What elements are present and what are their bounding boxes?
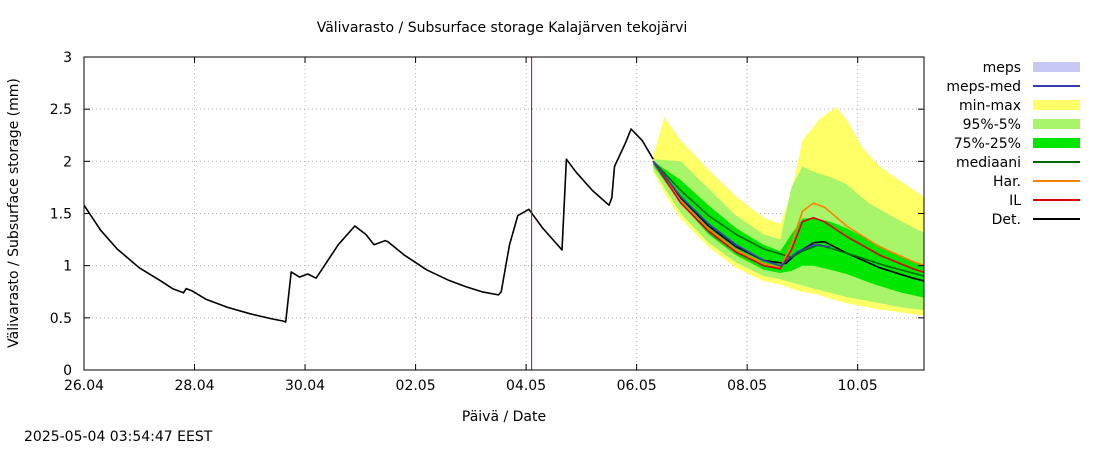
axis-ticks: 26.04 28.04 30.04 02.05 04.05 06.05 08.05 10.05… — [50, 50, 924, 394]
y-tick-label: 2 — [63, 154, 72, 170]
legend-label: meps-med — [946, 79, 1021, 95]
x-tick-label: 10.05 — [838, 378, 878, 394]
legend-label: Har. — [993, 174, 1021, 190]
legend-label: Det. — [992, 212, 1021, 228]
legend-item-95-5: 95%-5% — [963, 117, 1080, 133]
chart-title: Välivarasto / Subsurface storage Kalajär… — [317, 20, 688, 36]
legend-swatch — [1033, 138, 1080, 148]
legend-label: min-max — [959, 98, 1021, 114]
series-har — [652, 160, 924, 269]
x-tick-label: 28.04 — [174, 378, 214, 394]
legend: meps meps-med min-max 95%-5% 75%-25% mediaani… — [946, 60, 1080, 228]
legend-swatch — [1033, 119, 1080, 129]
legend-item-har: Har. — [993, 174, 1080, 190]
legend-item-det: Det. — [992, 212, 1080, 228]
legend-label: IL — [1009, 193, 1021, 209]
legend-swatch — [1033, 62, 1080, 72]
series-lines — [84, 128, 924, 323]
x-tick-label: 02.05 — [396, 378, 436, 394]
y-axis-label: Välivarasto / Subsurface storage (mm) — [6, 78, 22, 348]
x-tick-label: 26.04 — [64, 378, 104, 394]
legend-item-meps-med: meps-med — [946, 79, 1080, 95]
legend-label: 95%-5% — [963, 117, 1021, 133]
legend-swatch — [1033, 100, 1080, 110]
legend-item-meps: meps — [983, 60, 1080, 76]
y-tick-label: 0 — [63, 363, 72, 379]
series-il — [652, 160, 924, 274]
x-tick-label: 06.05 — [617, 378, 657, 394]
series-det-observed — [84, 128, 654, 323]
x-tick-label: 04.05 — [506, 378, 546, 394]
legend-item-75-25: 75%-25% — [954, 136, 1080, 152]
legend-label: mediaani — [956, 155, 1021, 171]
y-tick-label: 2.5 — [50, 102, 72, 118]
legend-label: meps — [983, 60, 1021, 76]
timestamp: 2025-05-04 03:54:47 EEST — [24, 429, 213, 445]
x-axis-label: Päivä / Date — [462, 409, 546, 425]
x-tick-label: 30.04 — [285, 378, 325, 394]
y-tick-label: 1.5 — [50, 207, 72, 223]
legend-label: 75%-25% — [954, 136, 1021, 152]
y-tick-label: 1 — [63, 259, 72, 275]
y-tick-label: 3 — [63, 50, 72, 66]
band-75-25 — [653, 161, 924, 298]
x-tick-label: 08.05 — [727, 378, 767, 394]
legend-item-mediaani: mediaani — [956, 155, 1080, 171]
series-meps-med — [652, 160, 831, 267]
legend-item-il: IL — [1009, 193, 1080, 209]
y-tick-label: 0.5 — [50, 311, 72, 327]
series-mediaani — [652, 160, 924, 277]
legend-item-min-max: min-max — [959, 98, 1080, 114]
forecast-bands — [653, 107, 924, 316]
